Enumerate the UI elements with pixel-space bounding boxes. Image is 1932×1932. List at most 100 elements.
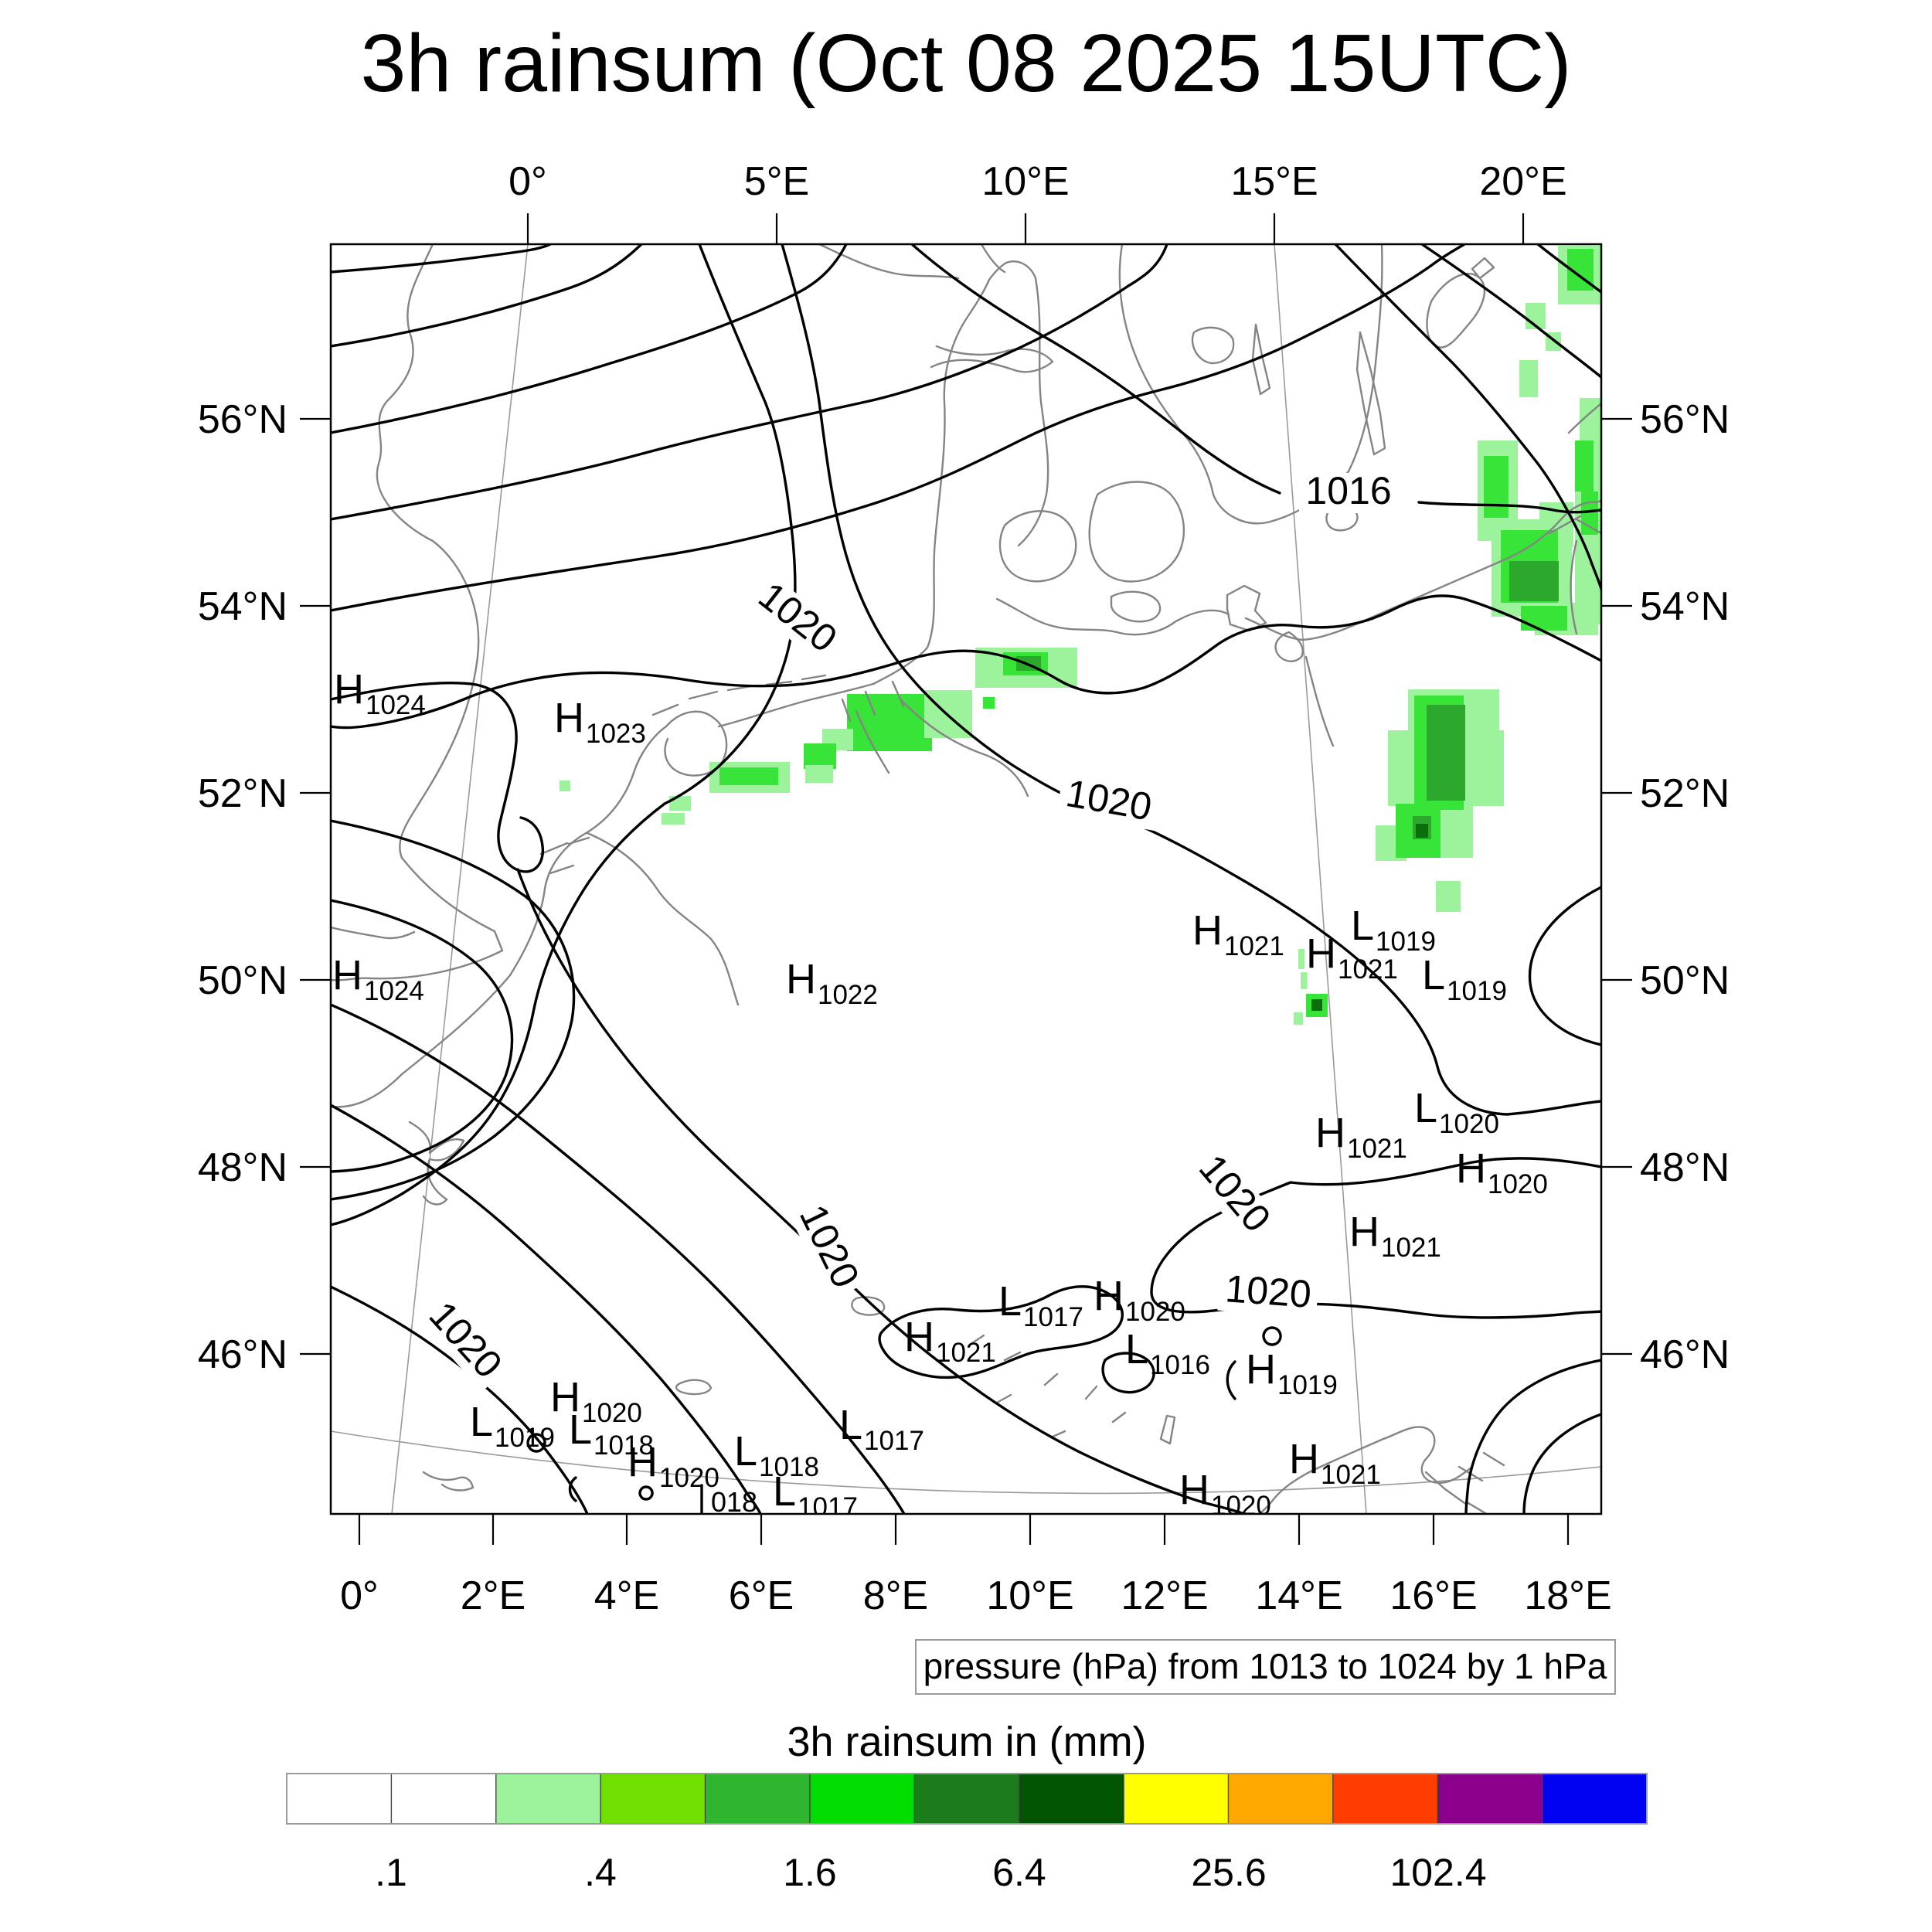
- coastline: [408, 1121, 465, 1206]
- pressure-value: 1020: [1125, 1297, 1185, 1327]
- pressure-letter: L: [1422, 952, 1445, 998]
- colorbar-segment-9: [1228, 1774, 1333, 1824]
- isobar: [1417, 501, 1601, 514]
- pressure-label-l-1018: L1018: [569, 1406, 654, 1461]
- contour-label-mask: [416, 1291, 512, 1392]
- pressure-label-h-1020: H1020: [550, 1374, 642, 1428]
- left-axis-label: 52°N: [198, 771, 287, 816]
- rain-patch-l1: [1294, 1012, 1303, 1025]
- isobar: [331, 682, 545, 873]
- colorbar-segment-1: [391, 1774, 496, 1824]
- pressure-letter: L: [839, 1402, 862, 1448]
- rain-patch-l2: [1521, 606, 1567, 631]
- coastline: [818, 244, 1006, 280]
- coastline: [1191, 326, 1235, 365]
- contour-label-group: 1020: [1217, 1267, 1319, 1318]
- colorbar-title: 3h rainsum in (mm): [787, 1719, 1146, 1765]
- top-axis-label: 20°E: [1479, 159, 1566, 204]
- contour-label-group: 1016: [1299, 469, 1398, 513]
- coastline: [1088, 481, 1185, 583]
- rain-patch-l3: [1427, 705, 1465, 801]
- rain-patch-l1: [560, 781, 570, 791]
- coastline: [968, 1334, 1127, 1439]
- pressure-letter: H: [1192, 907, 1223, 954]
- pressure-value: 1020: [582, 1398, 642, 1428]
- contour-label: 1020: [1224, 1267, 1313, 1316]
- contour-labels: 1016 1020 1020 1020 1020 1020 1020: [416, 469, 1398, 1392]
- pressure-value: 1020: [1211, 1491, 1271, 1521]
- isobar: [878, 1285, 1124, 1379]
- coastline: [930, 345, 1054, 373]
- isobar: [1334, 244, 1601, 590]
- pressure-label-h-1020: H1020: [628, 1439, 719, 1493]
- contour-label-mask: [1299, 473, 1398, 513]
- isobar: [638, 1485, 654, 1501]
- rain-patch-l1: [1519, 360, 1538, 397]
- pressure-letter: L: [734, 1428, 757, 1475]
- colorbar-label: 1.6: [783, 1851, 837, 1894]
- pressure-value: 1017: [798, 1492, 858, 1522]
- pressure-value: 1021: [1381, 1233, 1441, 1263]
- isobar: [1528, 886, 1601, 1046]
- coastline: [1257, 1468, 1315, 1514]
- isobar: [526, 1433, 546, 1453]
- coastline: [841, 680, 905, 723]
- isobar: [331, 594, 1601, 730]
- pressure-letter: H: [628, 1439, 658, 1485]
- pressure-label-l-1017: L1017: [773, 1468, 858, 1522]
- pressure-label-h-1020: H1020: [1179, 1467, 1271, 1521]
- gridline: [331, 1430, 1601, 1495]
- left-axis-label: 50°N: [198, 958, 287, 1003]
- page-title: 3h rainsum (Oct 08 2025 15UTC): [360, 18, 1571, 109]
- pressure-value: 1021: [1347, 1134, 1407, 1164]
- pressure-letter: L: [1414, 1085, 1437, 1131]
- colorbar-segment-0: [287, 1774, 392, 1824]
- pressure-value: 1024: [364, 976, 424, 1006]
- pressure-label-h-1023: H1023: [554, 695, 646, 749]
- coastline: [899, 698, 1029, 798]
- contour-label-mask: [745, 573, 849, 665]
- pressure-value: 1021: [936, 1338, 996, 1368]
- pressure-value: 1022: [818, 980, 878, 1010]
- rain-patch-l2: [1575, 440, 1594, 492]
- pressure-label-h-1020: H1020: [1456, 1145, 1548, 1199]
- coastline: [1251, 323, 1271, 396]
- pressure-letter: H: [550, 1374, 580, 1420]
- coastline: [1226, 584, 1267, 632]
- coastline: [331, 926, 416, 940]
- rain-patch-l2: [719, 767, 778, 785]
- top-axis-label: 15°E: [1230, 159, 1318, 204]
- coastline: [1424, 1451, 1505, 1514]
- pressure-letter: L: [998, 1278, 1022, 1325]
- coastline: [651, 674, 827, 716]
- bottom-axis-label: 10°E: [986, 1573, 1073, 1618]
- coastline: [1118, 244, 1383, 525]
- contour-label-mask: [1217, 1270, 1319, 1318]
- pressure-letter: H: [1315, 1110, 1345, 1156]
- coastline: [1426, 272, 1486, 349]
- pressure-value: 1021: [1224, 931, 1284, 961]
- pressure-value: 1020: [1488, 1169, 1548, 1199]
- pressure-letter: H: [334, 666, 364, 713]
- coastline: [1110, 590, 1162, 623]
- pressure-letter: H: [1179, 1467, 1209, 1513]
- pressure-label-l-1017: L1017: [998, 1278, 1083, 1332]
- coastline: [1304, 539, 1578, 747]
- colorbar-segment-8: [1124, 1774, 1229, 1824]
- axes: 0° 5°E 10°E 15°E 20°E 0° 2°E 4°E 6°E 8°E 10°E 12°E 1…: [198, 159, 1730, 1618]
- rain-patch-l1: [1301, 972, 1307, 989]
- rain-patch-l2: [1484, 456, 1509, 518]
- pressure-label-h-1021: H1021: [1192, 907, 1284, 961]
- pressure-letter: H: [1306, 930, 1336, 977]
- pressure-letter: L: [569, 1406, 592, 1453]
- colorbar-segment-5: [809, 1774, 915, 1824]
- pressure-label-h-1021: H1021: [1315, 1110, 1407, 1164]
- rain-patch-l1: [805, 765, 833, 783]
- isobar: [1464, 1359, 1601, 1514]
- rain-patch-l4: [1416, 824, 1428, 838]
- coastline: [855, 709, 890, 774]
- gridline: [391, 244, 529, 1514]
